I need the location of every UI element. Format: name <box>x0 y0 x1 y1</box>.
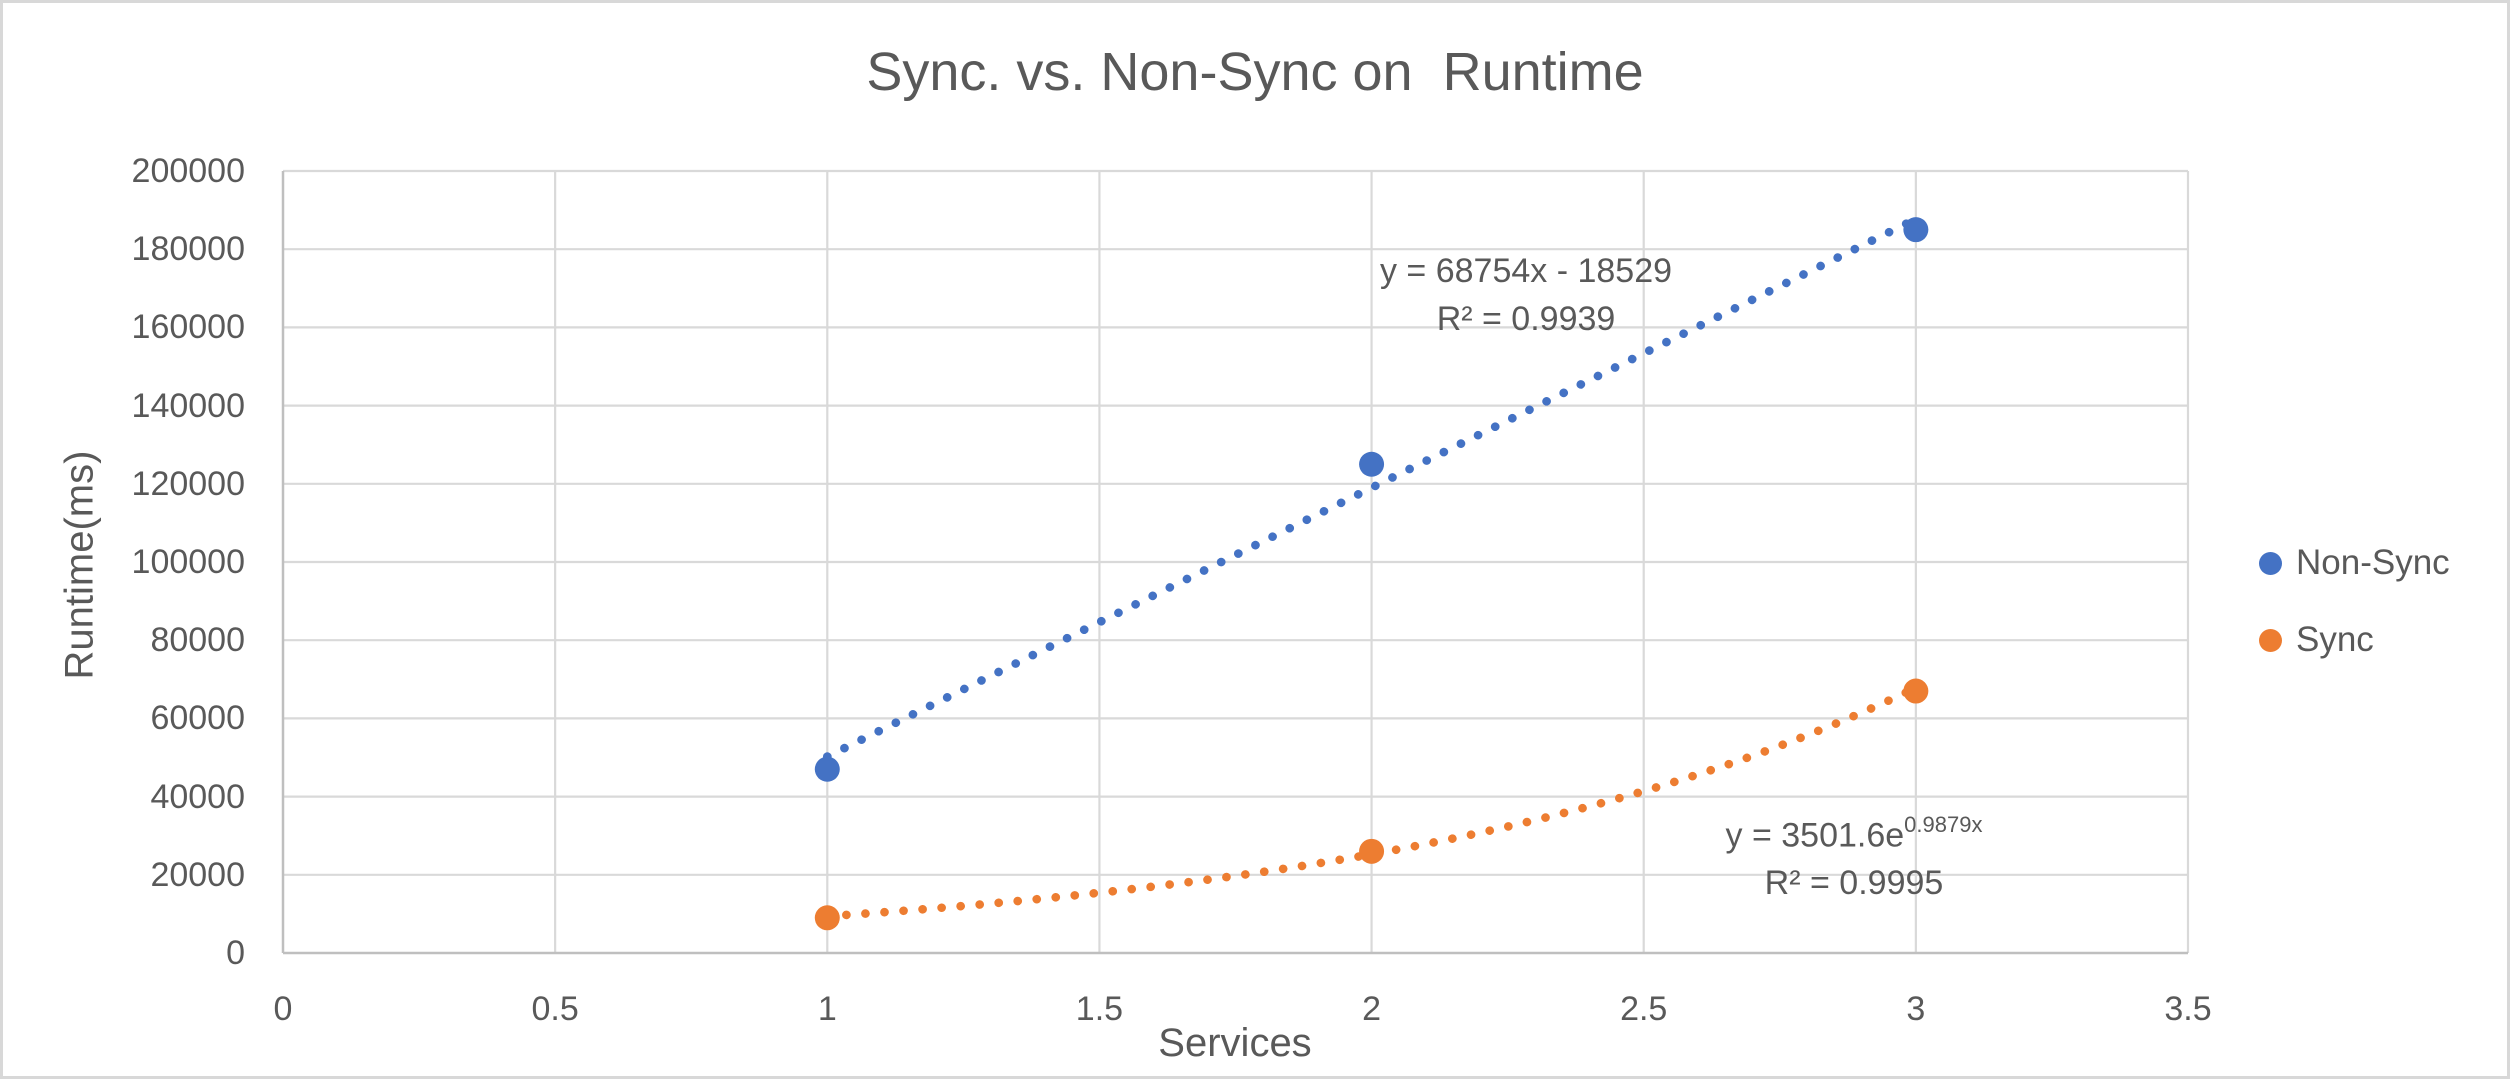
legend-marker-icon <box>2259 551 2282 575</box>
legend-item-non-sync: Non-Sync <box>2259 539 2450 587</box>
x-tick-label: 0.5 <box>531 990 579 1028</box>
y-tick-label: 0 <box>226 934 245 972</box>
y-tick-label: 180000 <box>131 230 245 269</box>
x-tick-label: 2.5 <box>1620 990 1668 1028</box>
y-tick-label: 200000 <box>131 152 245 190</box>
sync-equation-exponent: 0.9879x <box>1904 812 1983 837</box>
x-axis-title: Services <box>1158 1021 1312 1065</box>
data-point-non-sync <box>1359 451 1385 477</box>
y-tick-label: 160000 <box>131 308 245 347</box>
chart-title: Sync. vs. Non-Sync on Runtime <box>866 42 1644 102</box>
y-tick-label: 100000 <box>131 543 245 581</box>
trendline-non-sync <box>822 214 1921 761</box>
nonsync-equation-line: y = 68754x - 18529 <box>1379 252 1673 290</box>
legend-label: Non-Sync <box>2296 543 2450 582</box>
y-tick-label: 40000 <box>150 777 245 816</box>
sync-trendline-equation: y = 3501.6e0.9879x R² = 0.9995 <box>1726 803 1983 907</box>
nonsync-r2-line: R² = 0.9939 <box>1436 300 1616 338</box>
data-point-non-sync <box>1903 217 1929 243</box>
sync-r2-line: R² = 0.9995 <box>1764 864 1944 903</box>
x-tick-label: 1.5 <box>1075 990 1124 1028</box>
y-tick-label: 60000 <box>150 699 245 738</box>
x-tick-label: 3 <box>1906 990 1926 1028</box>
nonsync-trendline-equation: y = 68754x - 18529 R² = 0.9939 <box>1380 247 1672 343</box>
y-tick-label: 120000 <box>131 464 245 503</box>
y-tick-label: 140000 <box>131 386 245 425</box>
legend-marker-icon <box>2259 628 2282 652</box>
legend-item-sync: Sync <box>2259 616 2374 664</box>
y-tick-label: 80000 <box>150 621 245 660</box>
legend-label: Sync <box>2296 620 2374 659</box>
data-point-non-sync <box>814 756 840 782</box>
data-point-sync <box>1903 678 1929 704</box>
x-tick-label: 1 <box>817 990 837 1028</box>
x-tick-label: 3.5 <box>2164 990 2212 1028</box>
x-tick-label: 0 <box>273 990 293 1028</box>
sync-equation-line: y = 3501.6e0.9879x <box>1725 812 1983 855</box>
plot-area <box>281 169 2190 955</box>
y-axis-title: Runtime(ms) <box>57 450 102 680</box>
data-point-sync <box>1359 838 1385 864</box>
y-tick-label: 20000 <box>150 855 245 894</box>
x-tick-label: 2 <box>1362 990 1382 1028</box>
data-point-sync <box>814 905 840 931</box>
